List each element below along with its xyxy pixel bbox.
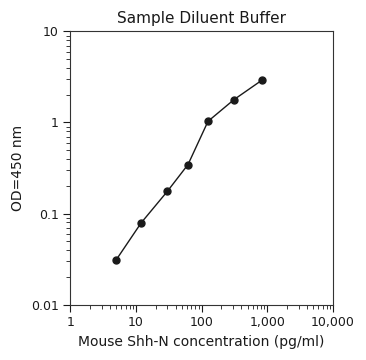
X-axis label: Mouse Shh-N concentration (pg/ml): Mouse Shh-N concentration (pg/ml) (78, 335, 325, 349)
Title: Sample Diluent Buffer: Sample Diluent Buffer (117, 11, 286, 26)
Y-axis label: OD=450 nm: OD=450 nm (11, 125, 25, 211)
